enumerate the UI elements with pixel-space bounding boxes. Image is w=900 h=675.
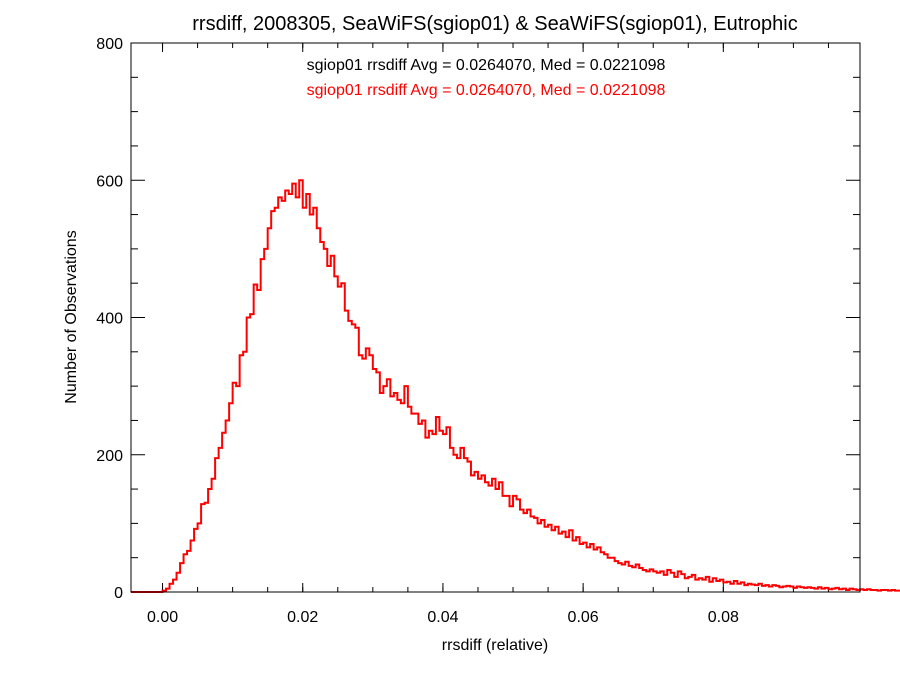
chart-title: rrsdiff, 2008305, SeaWiFS(sgiop01) & Sea… <box>192 13 797 35</box>
histogram-line <box>131 179 900 593</box>
y-tick-label: 800 <box>96 36 123 53</box>
x-axis-ticks: 0.00 0.02 0.04 0.06 0.08 <box>147 43 829 626</box>
stats-annotation-red: sgiop01 rrsdiff Avg = 0.0264070, Med = 0… <box>307 82 666 99</box>
y-tick-label: 600 <box>96 173 123 190</box>
y-tick-label: 400 <box>96 311 123 328</box>
y-tick-label: 200 <box>96 448 123 465</box>
plot-frame <box>130 42 861 593</box>
stats-annotation-black: sgiop01 rrsdiff Avg = 0.0264070, Med = 0… <box>307 57 666 74</box>
x-tick-label: 0.02 <box>287 609 318 626</box>
x-tick-label: 0.00 <box>147 609 178 626</box>
histogram-series <box>131 179 900 593</box>
x-tick-label: 0.06 <box>568 609 599 626</box>
x-tick-label: 0.08 <box>708 609 739 626</box>
x-tick-label: 0.04 <box>427 609 458 626</box>
y-axis-ticks: 0 200 400 600 800 <box>96 36 860 602</box>
y-tick-label: 0 <box>114 585 123 602</box>
y-axis-label: Number of Observations <box>63 230 80 403</box>
x-axis-label: rrsdiff (relative) <box>442 637 548 654</box>
